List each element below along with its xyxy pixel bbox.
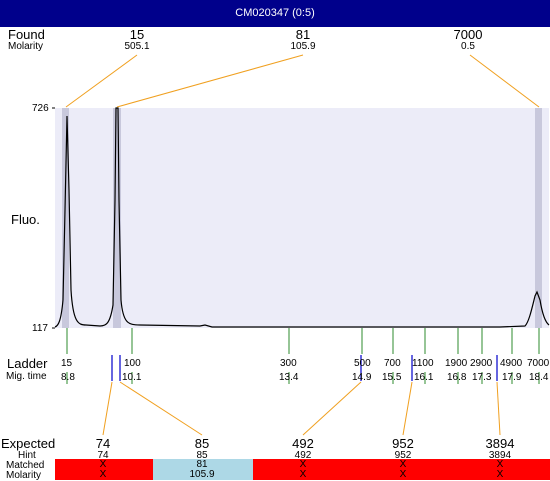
- ladder-time: 17.3: [472, 372, 492, 383]
- window-title: CM020347 (0:5): [0, 0, 550, 27]
- expected-hint: 952: [394, 450, 412, 461]
- ladder-label: Ladder: [7, 356, 48, 371]
- ladder-ticks: [66, 328, 540, 384]
- matched-value: X: [496, 459, 504, 470]
- connector-found-2: [116, 54, 304, 108]
- ladder-size: 700: [384, 358, 401, 369]
- matched-molarity: X: [99, 469, 107, 480]
- ladder-time: 18.4: [529, 372, 549, 383]
- matched-cell-unmatched: [253, 459, 550, 480]
- connector-found-3: [469, 54, 540, 108]
- matched-cell-85: [153, 459, 253, 480]
- expected-hint: 3894: [488, 450, 512, 461]
- ladder-size: 1100: [412, 358, 434, 369]
- expected-connectors: [102, 381, 501, 436]
- matched-value: X: [99, 459, 107, 470]
- found-peak-3-size: 7000: [453, 27, 483, 42]
- ladder-size: 2900: [470, 358, 493, 369]
- found-peak-1-size: 15: [129, 27, 145, 42]
- matched-molarity: X: [299, 469, 307, 480]
- ladder-size: 15: [61, 358, 73, 369]
- ladder-time: 8.8: [61, 372, 75, 383]
- ladder-size: 4900: [500, 358, 523, 369]
- connector-expected-74: [102, 381, 113, 436]
- matched-value: X: [299, 459, 307, 470]
- peak-band-2: [113, 108, 121, 328]
- found-label: Found: [8, 27, 45, 42]
- found-peak-2-size: 81: [295, 27, 311, 42]
- expected-size: 3894: [485, 436, 515, 451]
- ladder-time: 13.4: [279, 372, 299, 383]
- expected-hint: 492: [294, 450, 312, 461]
- expected-hint: 74: [97, 450, 109, 461]
- y-axis-min-label: 117: [32, 323, 48, 334]
- ladder-size: 7000: [527, 358, 550, 369]
- matched-molarity: 105.9: [189, 469, 215, 480]
- ladder-time: 16.8: [447, 372, 467, 383]
- ladder-size: 100: [124, 358, 141, 369]
- expected-size: 74: [95, 436, 111, 451]
- found-peak-1-molarity: 505.1: [124, 41, 150, 52]
- ladder-size: 1900: [445, 358, 468, 369]
- y-axis-max-label: 726: [32, 103, 49, 114]
- connector-found-1: [65, 54, 138, 108]
- connector-expected-3894: [496, 381, 501, 436]
- ladder-time: 14.9: [352, 372, 372, 383]
- connector-expected-952: [402, 381, 413, 436]
- matched-label: Matched: [6, 460, 45, 471]
- molarity-bottom-label: Molarity: [6, 470, 42, 481]
- matched-molarity: X: [399, 469, 407, 480]
- connector-expected-85: [119, 381, 203, 436]
- found-peak-3-molarity: 0.5: [461, 41, 475, 52]
- expected-markers: [111, 355, 498, 381]
- fluo-axis-label: Fluo.: [11, 212, 40, 227]
- expected-size: 492: [292, 436, 314, 451]
- ladder-time: 16.1: [414, 372, 434, 383]
- trace-line: [54, 107, 550, 328]
- expected-size: 952: [392, 436, 414, 451]
- plot-area: [55, 108, 549, 328]
- mig-time-label: Mig. time: [6, 371, 47, 382]
- peak-band-1: [62, 108, 69, 328]
- matched-molarity: X: [496, 469, 504, 480]
- ladder-size: 500: [354, 358, 371, 369]
- matched-cell-74: [55, 459, 153, 480]
- ladder-time: 10.1: [122, 372, 142, 383]
- expected-label: Expected: [1, 436, 56, 451]
- ladder-time: 17.9: [502, 372, 522, 383]
- found-peak-2-molarity: 105.9: [290, 41, 316, 52]
- molarity-label: Molarity: [8, 41, 44, 52]
- peak-band-3: [535, 108, 542, 328]
- matched-value: X: [399, 459, 407, 470]
- hint-label: Hint: [18, 450, 36, 461]
- ladder-size: 300: [280, 358, 297, 369]
- expected-hint: 85: [196, 450, 208, 461]
- expected-size: 85: [194, 436, 210, 451]
- connector-expected-492: [302, 381, 362, 436]
- matched-value: 81: [196, 459, 208, 470]
- ladder-time: 15.5: [382, 372, 402, 383]
